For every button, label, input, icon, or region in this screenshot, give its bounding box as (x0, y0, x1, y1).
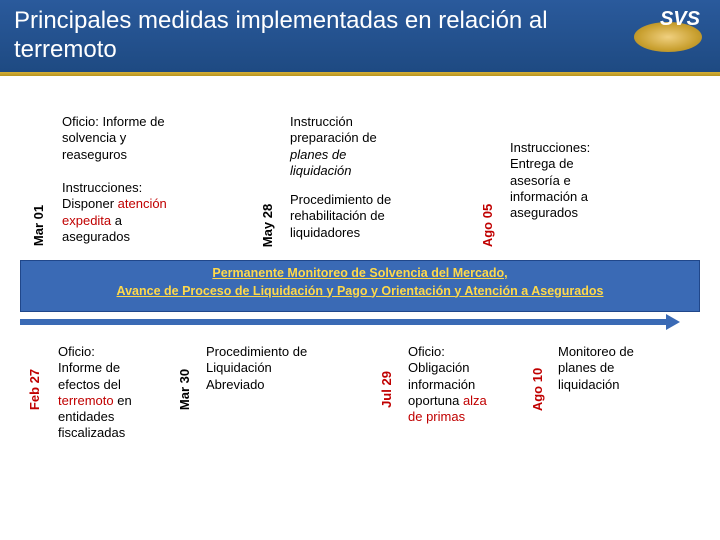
timeline-arrow (20, 314, 680, 330)
monitor-line1: Permanente Monitoreo de Solvencia del Me… (29, 265, 691, 283)
timeline-event: Procedimiento deLiquidaciónAbreviado (206, 344, 307, 393)
timeline-event: Instrucciónpreparación deplanes deliquid… (290, 114, 377, 179)
date-label: Mar 01 (31, 205, 46, 246)
monitor-box: Permanente Monitoreo de Solvencia del Me… (20, 260, 700, 312)
timeline-area: Mar 01 Oficio: Informe desolvencia yrease… (0, 76, 720, 496)
date-label: Jul 29 (379, 371, 394, 408)
monitor-line2: Avance de Proceso de Liquidación y Pago … (29, 283, 691, 301)
timeline-event: Oficio:Informe deefectos delterremoto en… (58, 344, 132, 442)
page-title: Principales medidas implementadas en rel… (14, 7, 706, 65)
timeline-event: Oficio:Obligacióninformaciónoportuna alz… (408, 344, 487, 425)
date-label: Feb 27 (27, 369, 42, 410)
date-label: May 28 (260, 204, 275, 247)
logo-text: SVS (660, 8, 700, 31)
arrow-shaft (20, 319, 668, 325)
date-label: Ago 10 (530, 368, 545, 411)
svs-logo: SVS (634, 8, 704, 58)
date-label: Mar 30 (177, 369, 192, 410)
timeline-event: Oficio: Informe desolvencia yreaseguros (62, 114, 165, 163)
arrow-head-icon (666, 314, 680, 330)
date-label: Ago 05 (480, 204, 495, 247)
timeline-event: Instrucciones:Entrega deasesoría einform… (510, 140, 590, 221)
timeline-event: Procedimiento derehabilitación deliquida… (290, 192, 391, 241)
header-bar: Principales medidas implementadas en rel… (0, 0, 720, 72)
timeline-event: Monitoreo deplanes deliquidación (558, 344, 634, 393)
timeline-event: Instrucciones:Disponer atenciónexpedita … (62, 180, 167, 245)
